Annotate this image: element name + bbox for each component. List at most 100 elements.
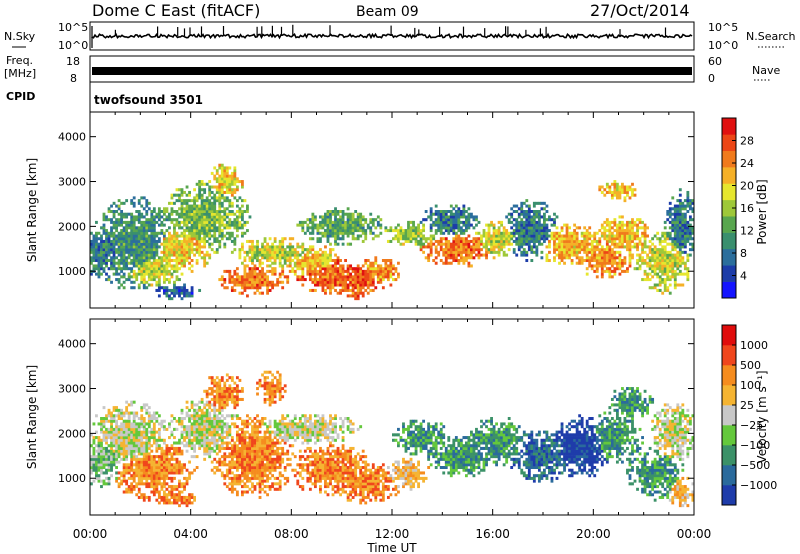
heatmap-cell <box>185 433 189 437</box>
heatmap-cell <box>233 223 237 227</box>
heatmap-cell <box>160 482 164 486</box>
heatmap-cell <box>165 460 169 464</box>
heatmap-cell <box>110 474 113 478</box>
heatmap-cell <box>130 436 134 440</box>
heatmap-cell <box>130 463 134 467</box>
heatmap-cell <box>137 441 141 445</box>
heatmap-cell <box>268 256 272 260</box>
heatmap-cell <box>120 212 124 216</box>
heatmap-cell <box>162 245 166 249</box>
heatmap-cell <box>525 218 529 222</box>
heatmap-cell <box>100 272 103 276</box>
heatmap-cell <box>464 218 468 222</box>
heatmap-cell <box>243 283 247 287</box>
heatmap-cell <box>170 250 174 254</box>
heatmap-cell <box>427 215 431 219</box>
heatmap-cell <box>100 264 103 268</box>
heatmap-cell <box>651 242 655 246</box>
heatmap-cell <box>170 272 174 276</box>
heatmap-cell <box>102 452 106 456</box>
heatmap-cell <box>278 245 282 249</box>
heatmap-cell <box>150 460 154 464</box>
heatmap-cell <box>198 438 202 442</box>
heatmap-cell <box>220 190 224 194</box>
heatmap-cell <box>107 207 111 211</box>
heatmap-cell <box>135 455 139 459</box>
heatmap-cell <box>183 215 186 219</box>
heatmap-cell <box>122 234 126 238</box>
heatmap-cell <box>92 457 96 461</box>
heatmap-cell <box>162 449 166 453</box>
heatmap-cell <box>550 231 554 235</box>
heatmap-cell <box>135 457 139 461</box>
heatmap-cell <box>261 272 264 276</box>
heatmap-cell <box>173 245 176 249</box>
heatmap-cell <box>147 476 151 480</box>
heatmap-cell <box>515 223 519 227</box>
heatmap-cell <box>225 237 229 241</box>
heatmap-cell <box>95 468 98 472</box>
heatmap-cell <box>213 177 217 181</box>
heatmap-cell <box>444 226 448 230</box>
heatmap-cell <box>313 215 317 219</box>
heatmap-cell <box>102 449 106 453</box>
heatmap-cell <box>683 261 687 265</box>
heatmap-cell <box>168 449 171 453</box>
heatmap-cell <box>152 487 156 491</box>
heatmap-cell <box>301 283 305 287</box>
heatmap-cell <box>155 466 159 470</box>
heatmap-cell <box>175 471 179 475</box>
heatmap-cell <box>140 417 144 421</box>
heatmap-cell <box>145 452 149 456</box>
heatmap-cell <box>210 190 214 194</box>
heatmap-cell <box>120 457 124 461</box>
heatmap-cell <box>339 267 342 271</box>
heatmap-cell <box>175 223 179 227</box>
heatmap-cell <box>492 245 496 249</box>
heatmap-cell <box>251 242 254 246</box>
heatmap-cell <box>673 245 677 249</box>
heatmap-cell <box>228 166 232 170</box>
heatmap-cell <box>173 493 176 497</box>
heatmap-cell <box>188 253 191 257</box>
heatmap-cell <box>248 269 252 273</box>
heatmap-cell <box>147 406 151 410</box>
heatmap-cell <box>678 259 682 263</box>
heatmap-cell <box>132 218 136 222</box>
heatmap-cell <box>356 237 360 241</box>
heatmap-cell <box>253 275 257 279</box>
heatmap-cell <box>464 253 468 257</box>
heatmap-cell <box>132 237 136 241</box>
heatmap-cell <box>527 204 531 208</box>
heatmap-cell <box>429 207 433 211</box>
heatmap-cell <box>95 248 98 252</box>
heatmap-cell <box>354 275 358 279</box>
heatmap-cell <box>444 250 448 254</box>
heatmap-cell <box>351 237 355 241</box>
heatmap-cell <box>120 414 124 418</box>
heatmap-cell <box>631 190 634 194</box>
heatmap-cell <box>313 267 317 271</box>
heatmap-cell <box>331 275 335 279</box>
heatmap-cell <box>600 234 604 238</box>
heatmap-cell <box>213 193 217 197</box>
heatmap-cell <box>656 231 660 235</box>
heatmap-cell <box>336 237 340 241</box>
heatmap-cell <box>351 229 355 233</box>
heatmap-cell <box>130 444 134 448</box>
heatmap-cell <box>122 446 126 450</box>
heatmap-cell <box>200 237 204 241</box>
heatmap-cell <box>628 248 632 252</box>
heatmap-cell <box>339 272 342 276</box>
heatmap-cell <box>392 229 395 233</box>
heatmap-cell <box>258 253 262 257</box>
heatmap-cell <box>246 207 249 211</box>
heatmap-cell <box>107 482 111 486</box>
heatmap-cell <box>334 283 337 287</box>
heatmap-cell <box>613 237 617 241</box>
heatmap-cell <box>173 495 176 499</box>
heatmap-cell <box>145 468 149 472</box>
heatmap-cell <box>188 267 191 271</box>
heatmap-cell <box>563 223 566 227</box>
heatmap-cell <box>233 188 237 192</box>
